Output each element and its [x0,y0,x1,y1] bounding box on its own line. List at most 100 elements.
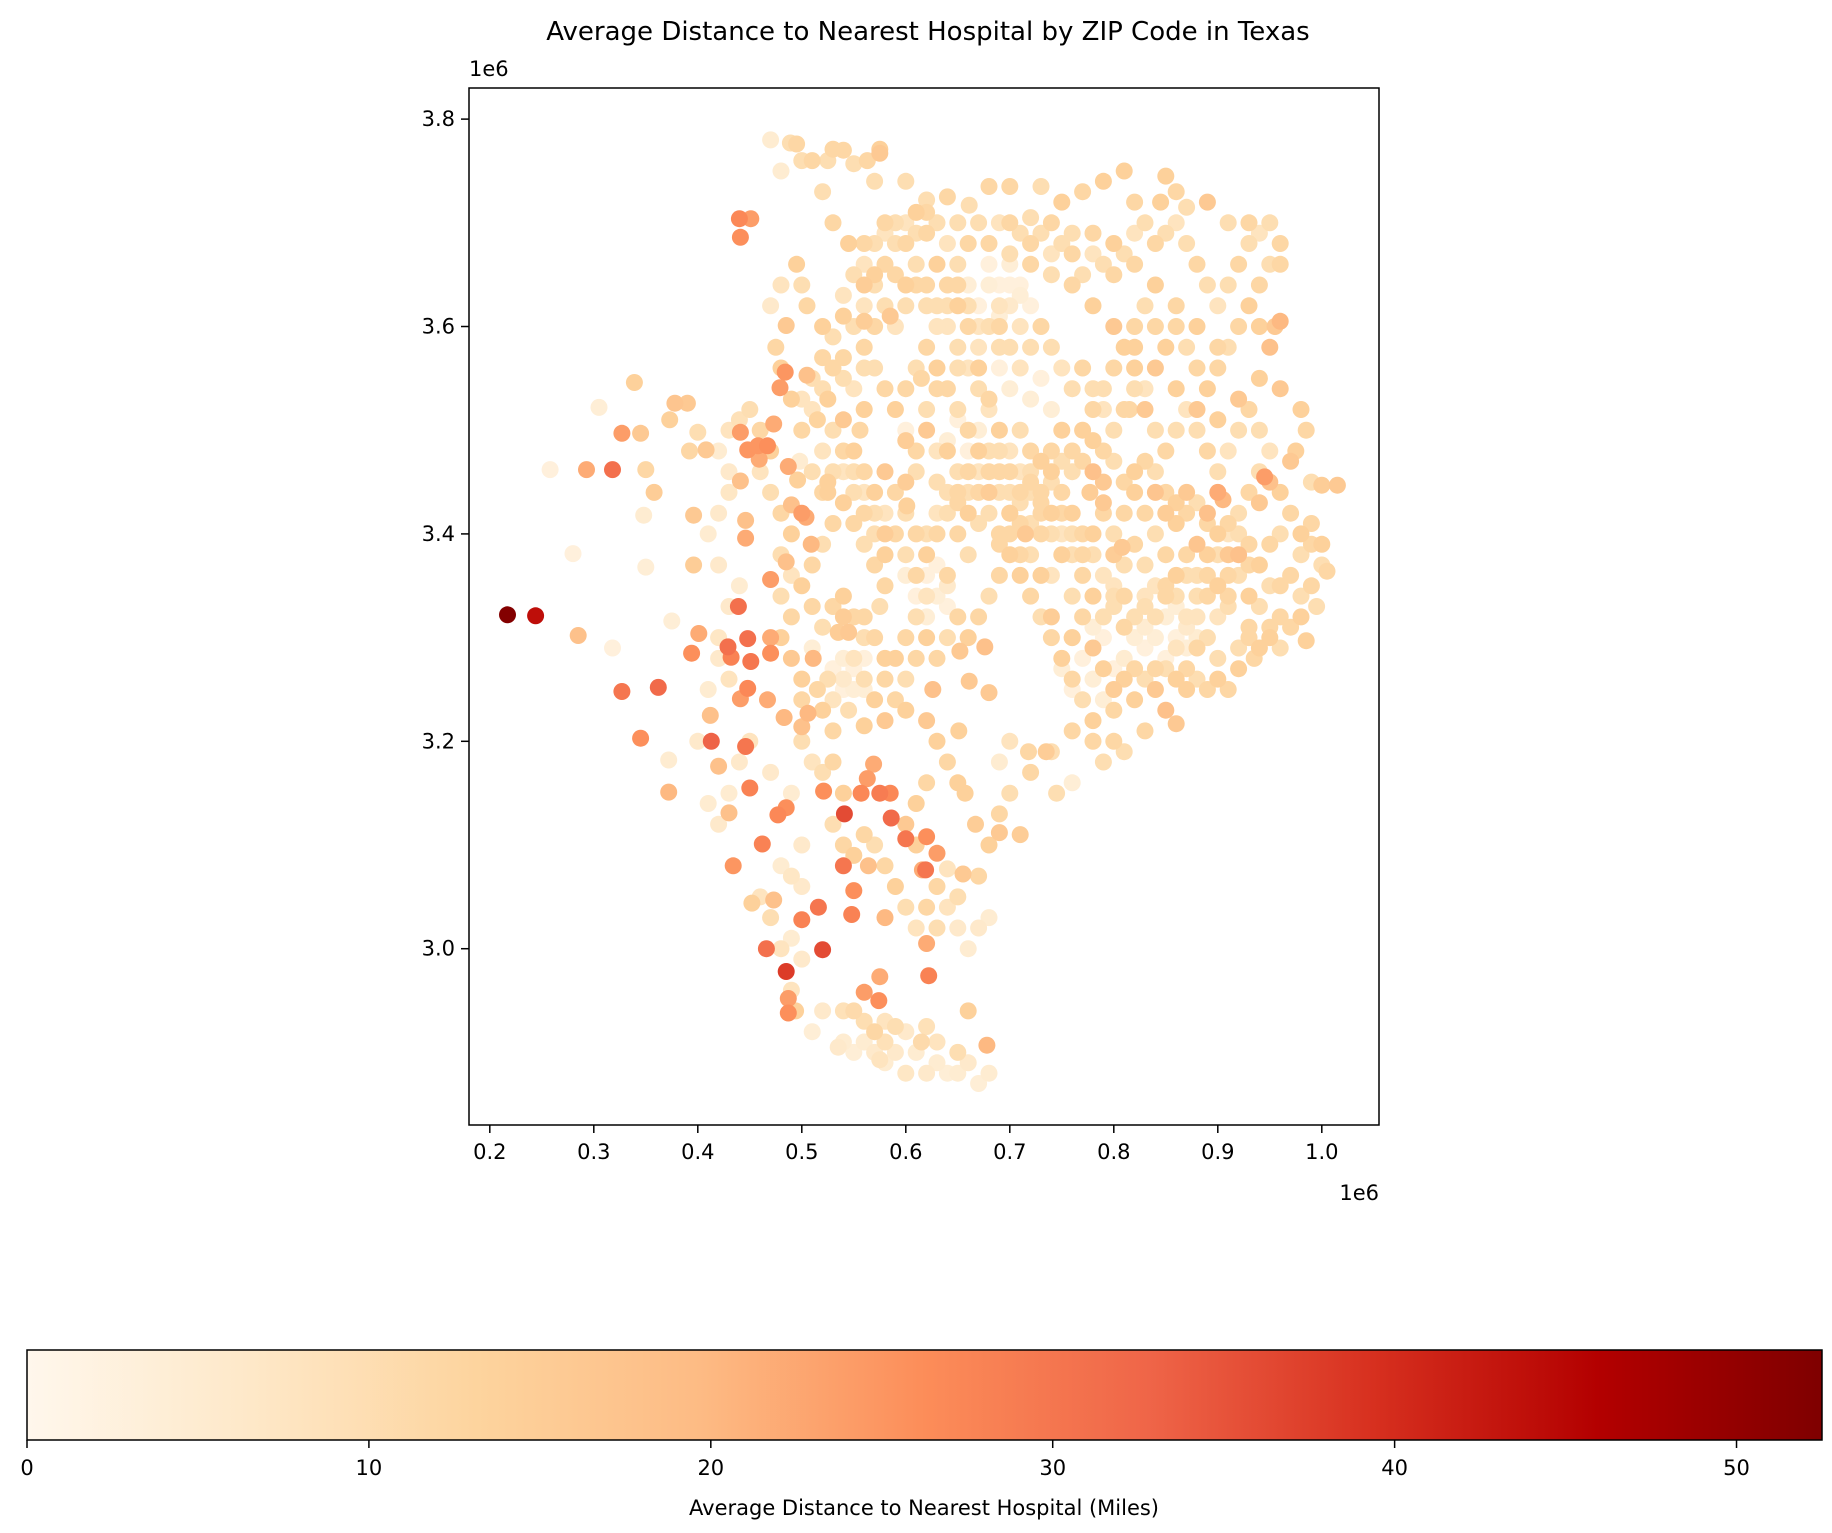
data-point [924,681,942,698]
data-point [928,556,946,574]
data-point [1084,380,1102,398]
data-point [1022,209,1040,227]
data-point [1126,629,1144,647]
data-point [1146,421,1164,439]
data-point [949,525,967,543]
data-point [1157,442,1175,460]
data-point [1271,312,1289,330]
data-point [1053,452,1071,470]
data-point [976,638,994,656]
data-point [1094,629,1112,647]
data-point [1115,162,1133,180]
data-point [1105,421,1123,439]
data-point [527,607,545,625]
data-point [918,629,936,647]
data-point [834,784,852,802]
data-point [1084,432,1102,450]
data-point [970,919,988,937]
data-point [771,379,789,397]
data-point [699,795,717,812]
data-point [1167,421,1185,439]
data-point [1230,546,1248,564]
data-point [855,1012,873,1030]
data-point [845,483,863,501]
colorbar [26,1349,1823,1441]
data-point [1188,639,1206,657]
data-point [772,276,790,294]
data-point [1136,401,1154,418]
data-point [1063,629,1081,647]
data-point [829,1038,847,1056]
data-point [851,421,869,439]
data-point [604,461,621,479]
data-point [1318,562,1336,580]
data-point [824,421,842,439]
data-point [1115,473,1133,491]
data-point [959,463,977,481]
data-point [681,442,698,460]
data-point [1198,380,1216,398]
data-point [1094,691,1112,709]
data-point [1126,463,1144,481]
data-point [840,235,858,252]
data-point [918,898,936,916]
y-tick-label: 3.6 [422,315,455,339]
data-point [1167,297,1185,315]
data-point [928,919,946,937]
data-point [729,598,747,615]
data-point [897,815,915,833]
data-point [798,297,816,315]
data-point [918,401,936,418]
data-point [782,784,800,802]
data-point [1016,525,1034,543]
data-point [970,338,988,356]
data-point [814,1002,832,1020]
data-point [1240,401,1258,418]
data-point [793,950,811,968]
data-point [699,681,717,698]
data-point [1240,297,1258,315]
data-point [882,809,900,827]
data-point [788,135,806,153]
data-point [928,844,946,862]
data-point [777,317,795,334]
data-point [1240,235,1258,252]
colorbar-tick-label: 30 [1039,1456,1066,1480]
data-point [737,529,755,547]
data-point [1001,380,1019,398]
data-point [1126,660,1144,678]
data-point [876,525,894,543]
data-point [865,755,883,773]
data-point [834,608,852,626]
data-point [1022,390,1040,408]
data-point [1188,318,1206,335]
data-point [1084,463,1102,481]
data-point [970,515,988,532]
data-point [1198,566,1216,584]
data-point [1240,535,1258,553]
data-point [824,753,842,771]
data-point [959,318,977,335]
data-point [1250,639,1268,657]
data-point [613,683,631,700]
data-point [1126,224,1144,242]
data-point [855,670,873,688]
data-point [855,401,873,418]
data-point [1188,359,1206,377]
data-point [731,423,749,441]
data-point [1178,483,1196,501]
data-point [866,556,884,574]
data-point [1178,681,1196,698]
data-point [1001,276,1019,294]
data-point [1032,452,1050,470]
data-point [898,497,916,515]
data-point [949,608,967,626]
data-point [1042,266,1060,284]
colorbar-tick-label: 20 [697,1456,724,1480]
data-point [719,638,737,656]
data-point [918,1064,936,1082]
x-tick-label: 0.2 [473,1140,506,1164]
data-point [1022,763,1040,781]
data-point [951,642,969,660]
data-point [1113,538,1131,556]
